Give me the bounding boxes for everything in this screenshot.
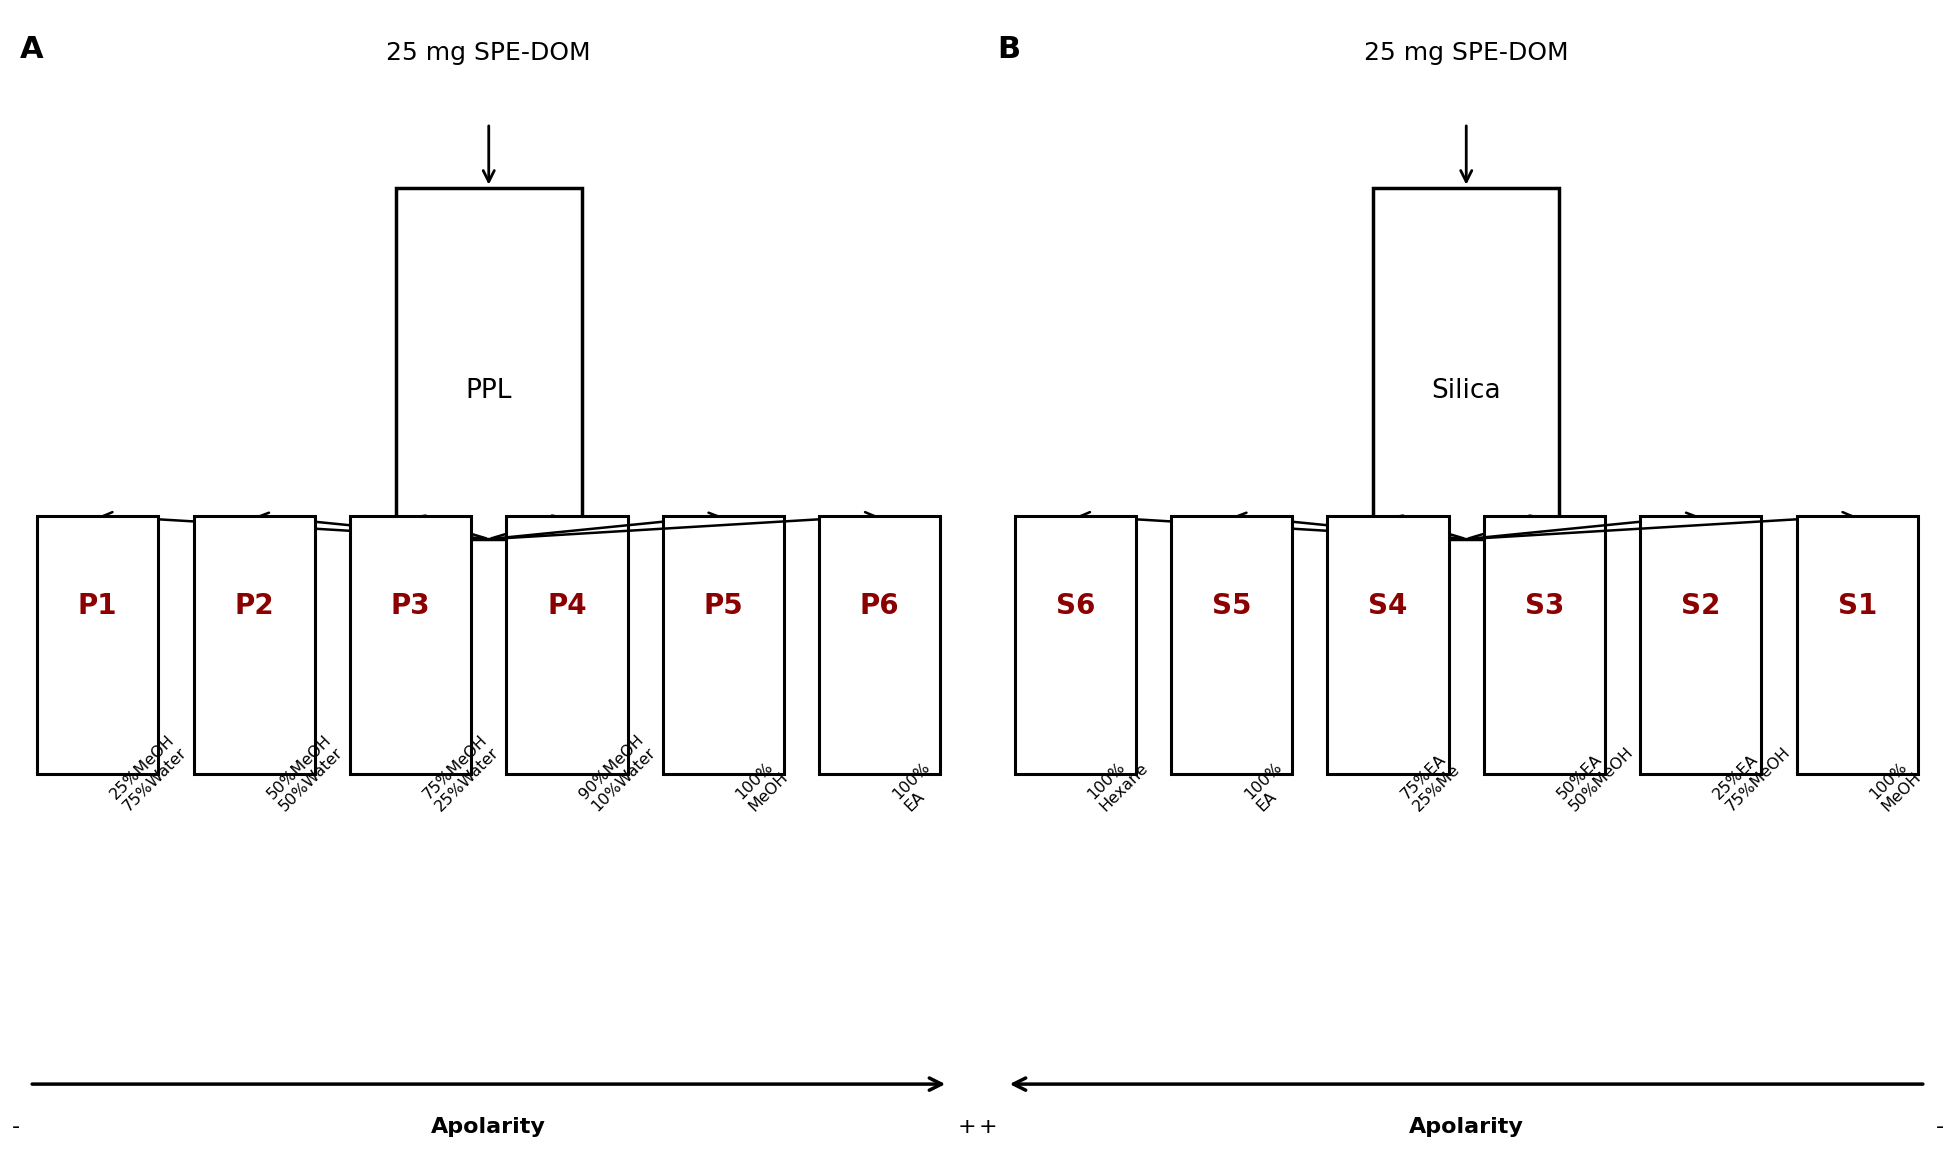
Text: 100%
MeOH: 100% MeOH <box>1867 757 1924 815</box>
Text: S5: S5 <box>1212 592 1251 620</box>
Text: S4: S4 <box>1368 592 1408 620</box>
Text: PPL: PPL <box>465 379 512 404</box>
Text: B: B <box>997 35 1021 64</box>
Text: P1: P1 <box>78 592 117 620</box>
Text: Apolarity: Apolarity <box>1410 1117 1523 1138</box>
Text: Apolarity: Apolarity <box>432 1117 545 1138</box>
Text: 100%
Hexane: 100% Hexane <box>1085 748 1151 815</box>
Bar <box>1327 516 1449 774</box>
Text: -: - <box>1935 1117 1943 1138</box>
Text: 25 mg SPE-DOM: 25 mg SPE-DOM <box>387 41 590 64</box>
Text: 75%EA
25%Me: 75%EA 25%Me <box>1398 749 1462 815</box>
Text: A: A <box>20 35 43 64</box>
Bar <box>1015 516 1136 774</box>
Bar <box>1171 516 1292 774</box>
Bar <box>37 516 158 774</box>
Text: S1: S1 <box>1838 592 1877 620</box>
Text: 25%EA
75%MeOH: 25%EA 75%MeOH <box>1711 731 1793 815</box>
Text: 100%
EA: 100% EA <box>890 758 944 815</box>
Bar <box>506 516 628 774</box>
Text: P2: P2 <box>235 592 274 620</box>
Text: P5: P5 <box>704 592 743 620</box>
Text: 50%EA
50%MeOH: 50%EA 50%MeOH <box>1554 731 1636 815</box>
Bar <box>1372 188 1558 539</box>
Bar <box>350 516 471 774</box>
Bar <box>663 516 784 774</box>
Text: +: + <box>978 1117 997 1138</box>
Text: +: + <box>958 1117 978 1138</box>
Bar <box>1640 516 1761 774</box>
Text: P3: P3 <box>391 592 430 620</box>
Text: S6: S6 <box>1056 592 1095 620</box>
Bar <box>194 516 315 774</box>
Text: 90%MeOH
10%Water: 90%MeOH 10%Water <box>577 731 659 815</box>
Text: S2: S2 <box>1681 592 1720 620</box>
Text: S3: S3 <box>1525 592 1564 620</box>
Text: 25%MeOH
75%Water: 25%MeOH 75%Water <box>108 731 190 815</box>
Text: 50%MeOH
50%Water: 50%MeOH 50%Water <box>264 731 346 815</box>
Text: P6: P6 <box>860 592 899 620</box>
Bar <box>819 516 940 774</box>
Bar <box>1484 516 1605 774</box>
Text: 25 mg SPE-DOM: 25 mg SPE-DOM <box>1365 41 1568 64</box>
Text: P4: P4 <box>547 592 586 620</box>
Bar <box>395 188 581 539</box>
Text: 100%
MeOH: 100% MeOH <box>733 757 790 815</box>
Bar <box>1797 516 1918 774</box>
Text: Silica: Silica <box>1431 379 1501 404</box>
Text: 75%MeOH
25%Water: 75%MeOH 25%Water <box>420 731 502 815</box>
Text: -: - <box>12 1117 20 1138</box>
Text: 100%
EA: 100% EA <box>1241 758 1296 815</box>
